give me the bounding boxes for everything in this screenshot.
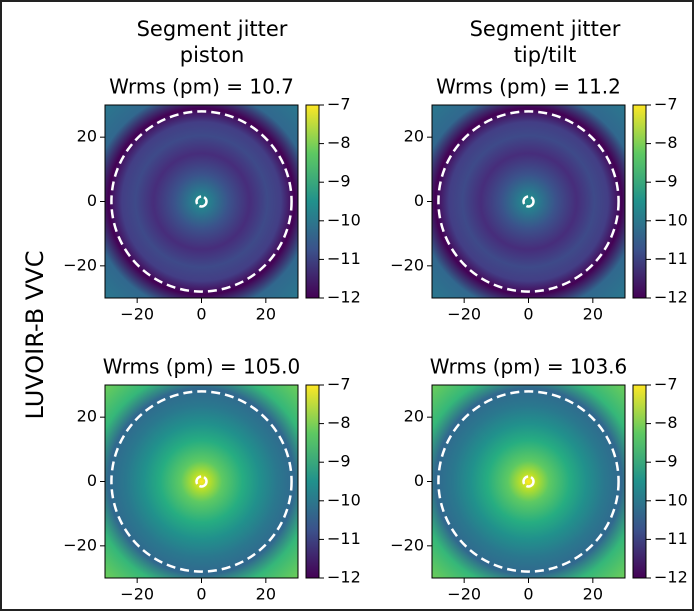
y-tick-label: 0 bbox=[414, 471, 424, 490]
x-tick-label: 20 bbox=[583, 305, 603, 324]
column-title: piston bbox=[180, 43, 245, 67]
y-tick-label: −20 bbox=[63, 255, 97, 274]
x-tick-label: −20 bbox=[120, 585, 154, 604]
colorbar bbox=[305, 104, 320, 299]
y-tick-label: −20 bbox=[390, 535, 424, 554]
center-ring bbox=[195, 195, 208, 208]
colorbar-tick-label: −7 bbox=[327, 95, 351, 114]
dashed-circle bbox=[437, 390, 620, 573]
x-tick-label: 20 bbox=[583, 585, 603, 604]
heatmap-image bbox=[105, 385, 298, 578]
x-tick-label: 20 bbox=[256, 585, 276, 604]
heatmap-image bbox=[105, 105, 298, 298]
colorbar-tick-label: −12 bbox=[327, 568, 361, 587]
heatmap-image bbox=[432, 105, 625, 298]
panel-title: Wrms (pm) = 105.0 bbox=[103, 355, 301, 379]
colorbar-tick-label: −12 bbox=[654, 568, 688, 587]
center-ring bbox=[522, 195, 535, 208]
colorbar-tick-label: −8 bbox=[654, 413, 678, 432]
y-tick-label: 20 bbox=[404, 407, 424, 426]
colorbar-tick-label: −7 bbox=[654, 95, 678, 114]
colorbar-tick-label: −7 bbox=[327, 375, 351, 394]
column-title: tip/tilt bbox=[514, 43, 577, 67]
y-tick-label: 0 bbox=[87, 191, 97, 210]
y-tick-label: 0 bbox=[87, 471, 97, 490]
colorbar-tick-label: −9 bbox=[327, 452, 351, 471]
x-tick-label: 0 bbox=[196, 305, 206, 324]
dashed-circle bbox=[110, 110, 293, 293]
row-label: LUVOIR-B VVC bbox=[21, 251, 49, 420]
colorbar-tick-label: −12 bbox=[327, 288, 361, 307]
colorbar-tick-label: −11 bbox=[327, 529, 361, 548]
x-tick-label: 0 bbox=[523, 305, 533, 324]
colorbar-tick-label: −10 bbox=[327, 210, 361, 229]
y-tick-label: 20 bbox=[404, 127, 424, 146]
panel-title: Wrms (pm) = 10.7 bbox=[109, 75, 294, 99]
colorbar-tick-label: −8 bbox=[327, 413, 351, 432]
dashed-circle bbox=[110, 390, 293, 573]
x-tick-label: −20 bbox=[447, 305, 481, 324]
colorbar-tick-label: −10 bbox=[327, 490, 361, 509]
colorbar-tick-label: −8 bbox=[654, 133, 678, 152]
column-title: Segment jitter bbox=[137, 17, 288, 41]
y-tick-label: 20 bbox=[77, 127, 97, 146]
colorbar-tick-label: −11 bbox=[654, 249, 688, 268]
y-tick-label: 20 bbox=[77, 407, 97, 426]
colorbar-tick-label: −10 bbox=[654, 490, 688, 509]
center-ring bbox=[195, 475, 208, 488]
colorbar-tick-label: −12 bbox=[654, 288, 688, 307]
center-ring bbox=[522, 475, 535, 488]
x-tick-label: −20 bbox=[120, 305, 154, 324]
colorbar-tick-label: −11 bbox=[327, 249, 361, 268]
colorbar-tick-label: −11 bbox=[654, 529, 688, 548]
y-tick-label: 0 bbox=[414, 191, 424, 210]
x-tick-label: 20 bbox=[256, 305, 276, 324]
colorbar-tick-label: −7 bbox=[654, 375, 678, 394]
colorbar-tick-label: −9 bbox=[327, 172, 351, 191]
dashed-circle bbox=[437, 110, 620, 293]
panel-title: Wrms (pm) = 11.2 bbox=[436, 75, 621, 99]
colorbar-tick-label: −9 bbox=[654, 172, 678, 191]
x-tick-label: 0 bbox=[523, 585, 533, 604]
colorbar-tick-label: −8 bbox=[327, 133, 351, 152]
colorbar bbox=[305, 384, 320, 579]
x-tick-label: −20 bbox=[447, 585, 481, 604]
column-title: Segment jitter bbox=[470, 17, 621, 41]
y-tick-label: −20 bbox=[390, 255, 424, 274]
colorbar bbox=[632, 104, 647, 299]
colorbar-tick-label: −9 bbox=[654, 452, 678, 471]
x-tick-label: 0 bbox=[196, 585, 206, 604]
colorbar bbox=[632, 384, 647, 579]
colorbar-tick-label: −10 bbox=[654, 210, 688, 229]
y-tick-label: −20 bbox=[63, 535, 97, 554]
panel-title: Wrms (pm) = 103.6 bbox=[430, 355, 628, 379]
heatmap-image bbox=[432, 385, 625, 578]
